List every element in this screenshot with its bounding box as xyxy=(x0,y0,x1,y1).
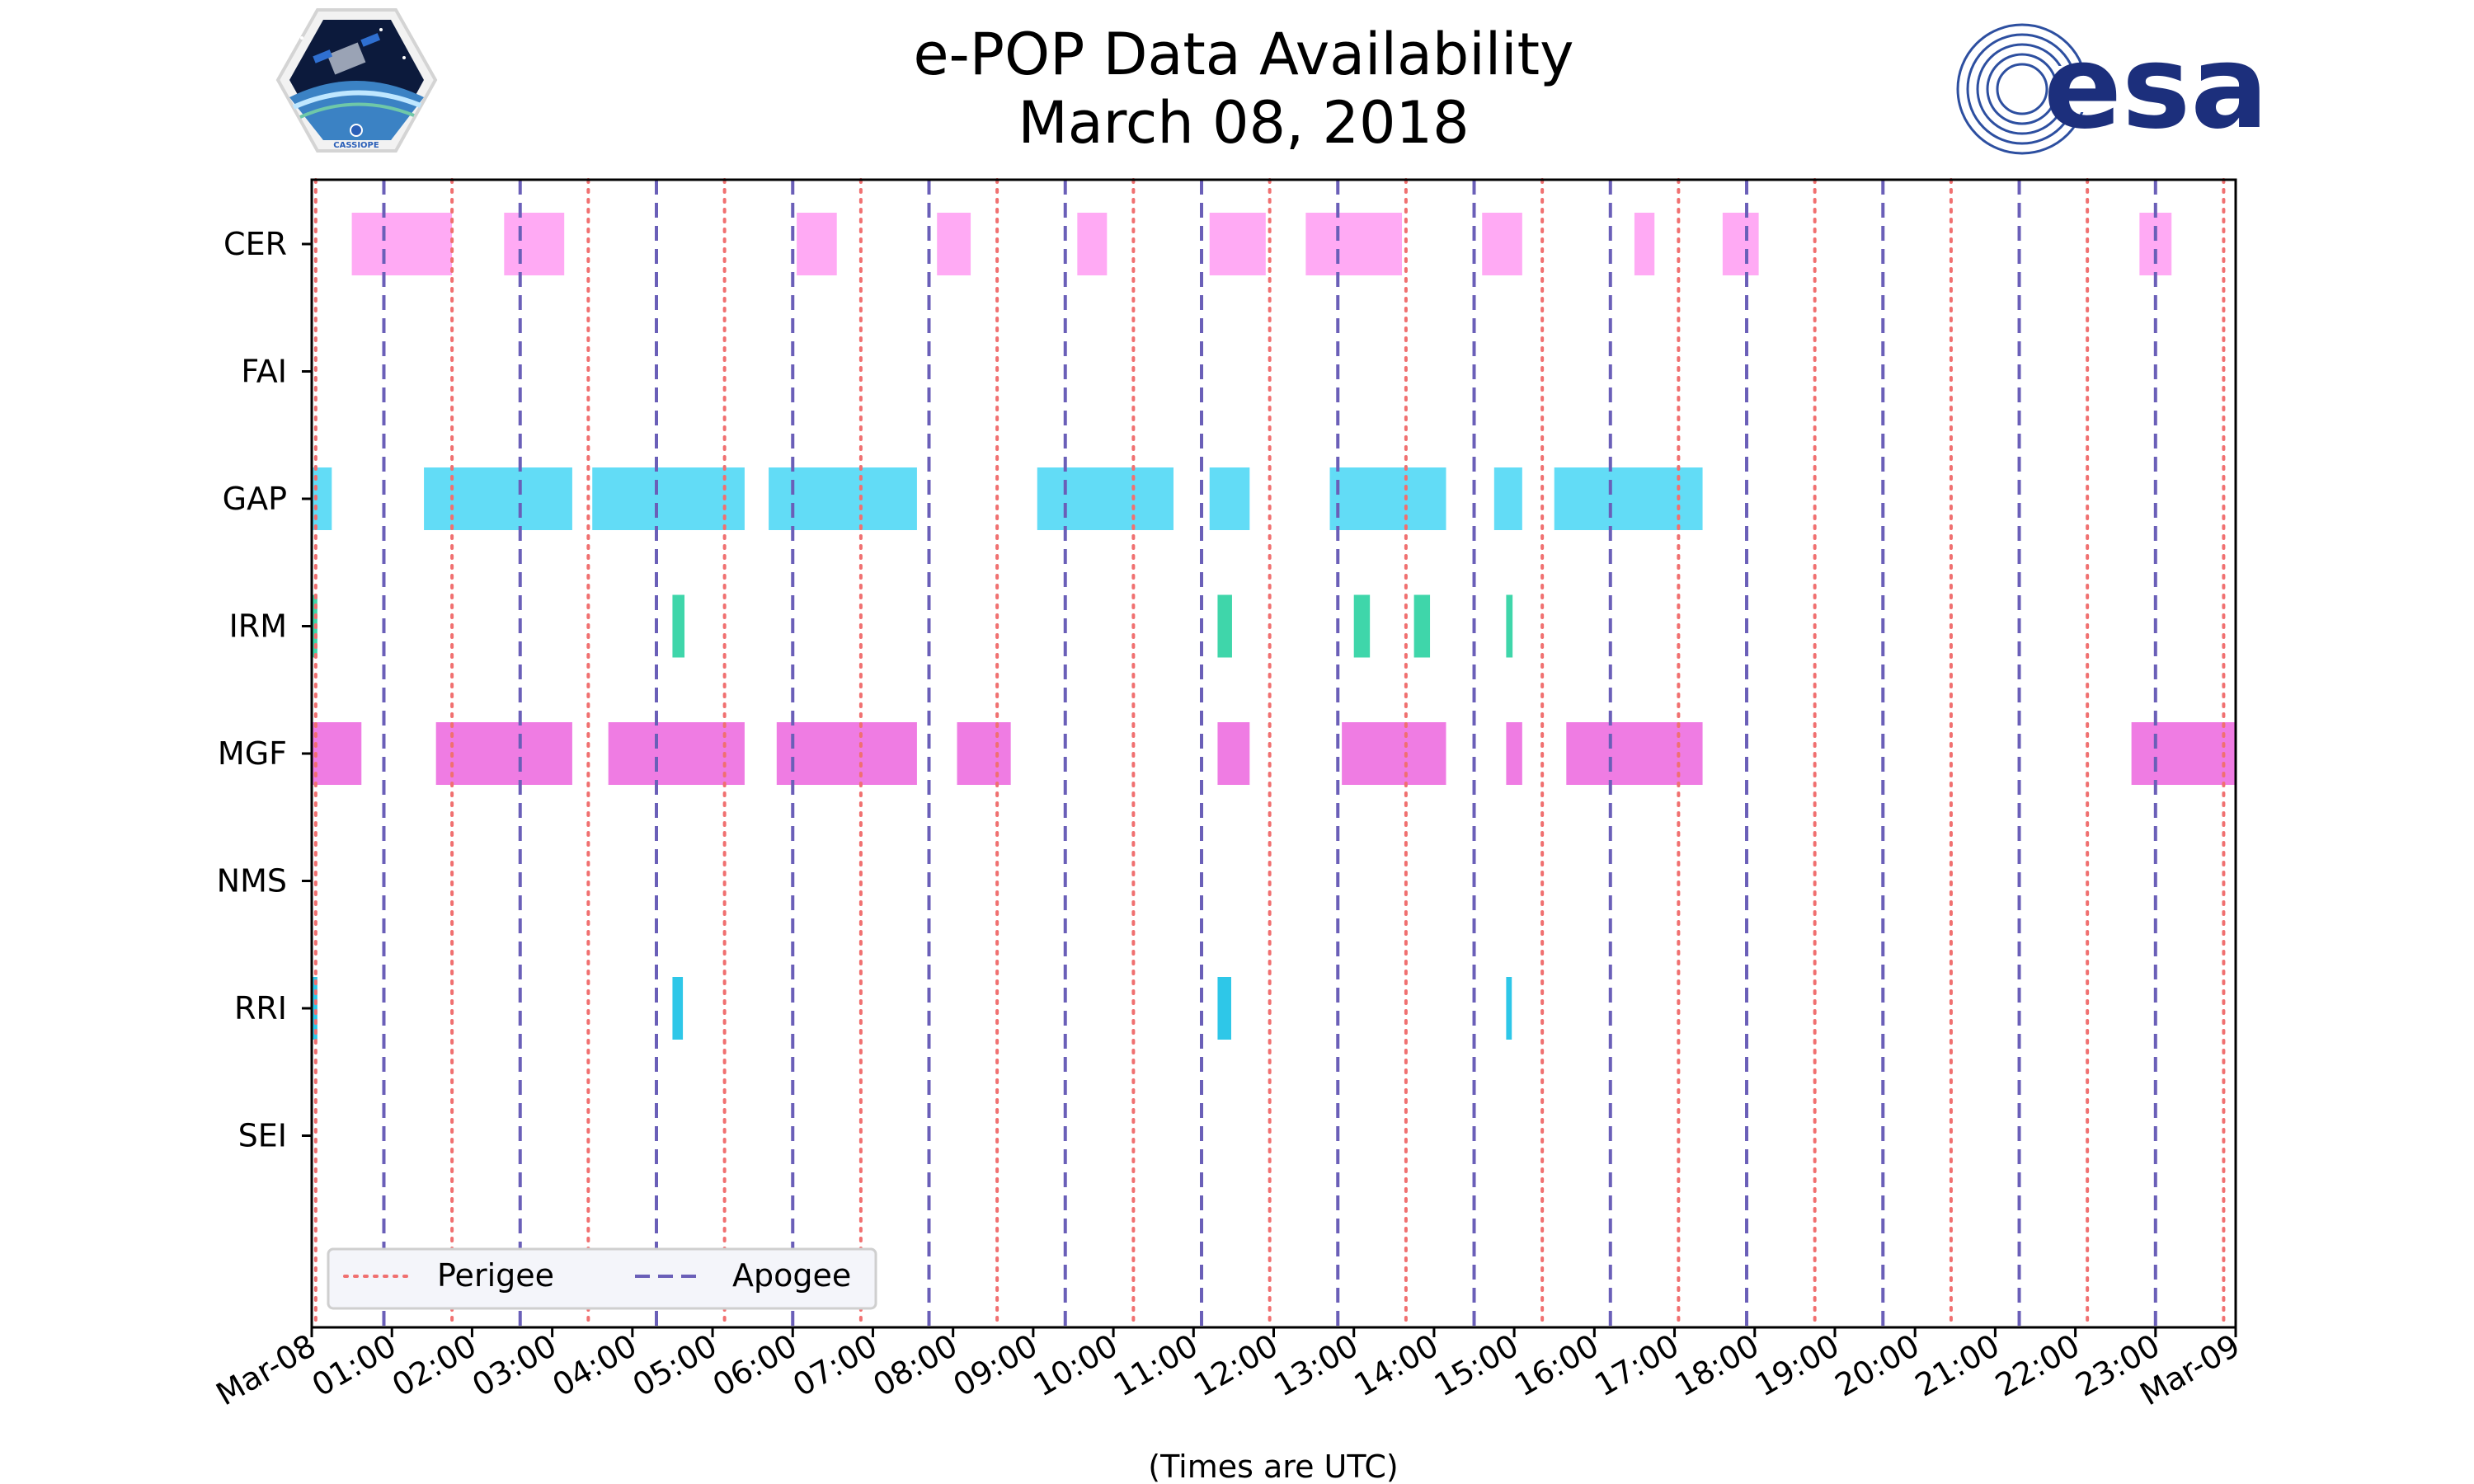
x-tick-label: 14:00 xyxy=(1348,1327,1445,1404)
x-tick-label: Mar-08 xyxy=(210,1327,322,1413)
cassiope-badge-text: CASSIOPE xyxy=(333,141,379,150)
bar-gap xyxy=(424,467,572,530)
bar-cer xyxy=(1210,213,1266,275)
bar-irm xyxy=(672,595,684,658)
chart-title-line2: March 08, 2018 xyxy=(1018,89,1469,157)
bar-cer xyxy=(797,213,837,275)
x-tick-label: 07:00 xyxy=(787,1327,883,1404)
x-tick-label: 12:00 xyxy=(1188,1327,1284,1404)
bar-mgf xyxy=(777,722,917,785)
x-tick-label: 01:00 xyxy=(306,1327,402,1404)
bar-gap xyxy=(1494,467,1522,530)
bar-gap xyxy=(592,467,745,530)
x-tick-label: 13:00 xyxy=(1268,1327,1364,1404)
bar-cer xyxy=(1077,213,1107,275)
x-tick-label: 11:00 xyxy=(1108,1327,1204,1404)
x-tick-label: 15:00 xyxy=(1428,1327,1525,1404)
x-tick-label: 21:00 xyxy=(1909,1327,2006,1404)
x-tick-label: 09:00 xyxy=(948,1327,1044,1404)
bar-cer xyxy=(1634,213,1654,275)
y-tick-label: GAP xyxy=(223,481,287,517)
bar-mgf xyxy=(312,722,361,785)
esa-logo: esa xyxy=(1958,21,2269,155)
plot-area xyxy=(312,180,2236,1327)
y-tick-label: IRM xyxy=(229,608,287,645)
bar-cer xyxy=(1305,213,1402,275)
x-tick-label: 20:00 xyxy=(1829,1327,1926,1404)
bar-gap xyxy=(1037,467,1174,530)
x-tick-label: 19:00 xyxy=(1749,1327,1846,1404)
x-tick-label: 05:00 xyxy=(627,1327,723,1404)
y-tick-label: NMS xyxy=(217,863,287,899)
bar-mgf xyxy=(957,722,1011,785)
x-tick-label: 06:00 xyxy=(707,1327,803,1404)
y-tick-label: CER xyxy=(223,226,287,262)
bar-mgf xyxy=(1566,722,1702,785)
bar-irm xyxy=(1414,595,1430,658)
legend-perigee-label: Perigee xyxy=(437,1257,554,1294)
bar-mgf xyxy=(2132,722,2236,785)
bar-gap xyxy=(1554,467,1703,530)
availability-chart: e-POP Data Availability March 08, 2018 C… xyxy=(0,0,2474,1484)
x-tick-label: 08:00 xyxy=(867,1327,963,1404)
bar-rri xyxy=(1506,977,1512,1040)
bar-cer xyxy=(937,213,971,275)
bar-mgf xyxy=(1217,722,1249,785)
legend-apogee-label: Apogee xyxy=(732,1257,851,1294)
x-tick-label: 02:00 xyxy=(386,1327,482,1404)
cassiope-logo: CASSIOPE xyxy=(278,10,435,151)
x-axis: Mar-0801:0002:0003:0004:0005:0006:0007:0… xyxy=(210,1327,2246,1413)
x-tick-label: 04:00 xyxy=(546,1327,642,1404)
x-tick-label: 17:00 xyxy=(1588,1327,1685,1404)
bar-cer xyxy=(1482,213,1522,275)
bar-rri xyxy=(672,977,683,1040)
y-tick-label: RRI xyxy=(234,990,287,1026)
bar-cer xyxy=(1723,213,1759,275)
y-tick-label: FAI xyxy=(241,354,287,390)
bar-cer xyxy=(504,213,564,275)
bar-mgf xyxy=(436,722,572,785)
x-tick-label: 22:00 xyxy=(1989,1327,2086,1404)
x-tick-label: 18:00 xyxy=(1668,1327,1765,1404)
bar-gap xyxy=(769,467,917,530)
legend: Perigee Apogee xyxy=(328,1249,876,1308)
bar-mgf xyxy=(1506,722,1522,785)
bar-irm xyxy=(1506,595,1512,658)
chart-title-line1: e-POP Data Availability xyxy=(913,21,1573,88)
y-axis: CER FAI GAP IRM MGF NMS RRI SEI xyxy=(217,226,312,1154)
y-tick-label: SEI xyxy=(238,1118,287,1154)
bar-irm xyxy=(1354,595,1370,658)
x-tick-label: 03:00 xyxy=(466,1327,562,1404)
bar-irm xyxy=(1217,595,1231,658)
x-axis-title: (Times are UTC) xyxy=(1148,1449,1398,1484)
bar-gap xyxy=(1210,467,1250,530)
bar-cer xyxy=(352,213,453,275)
bar-cer xyxy=(2139,213,2171,275)
bar-gap xyxy=(1330,467,1446,530)
x-tick-label: 16:00 xyxy=(1508,1327,1605,1404)
bar-mgf xyxy=(1342,722,1446,785)
bar-rri xyxy=(1217,977,1231,1040)
y-tick-label: MGF xyxy=(218,735,287,772)
esa-logo-text: esa xyxy=(2044,21,2269,155)
x-tick-label: 10:00 xyxy=(1028,1327,1124,1404)
